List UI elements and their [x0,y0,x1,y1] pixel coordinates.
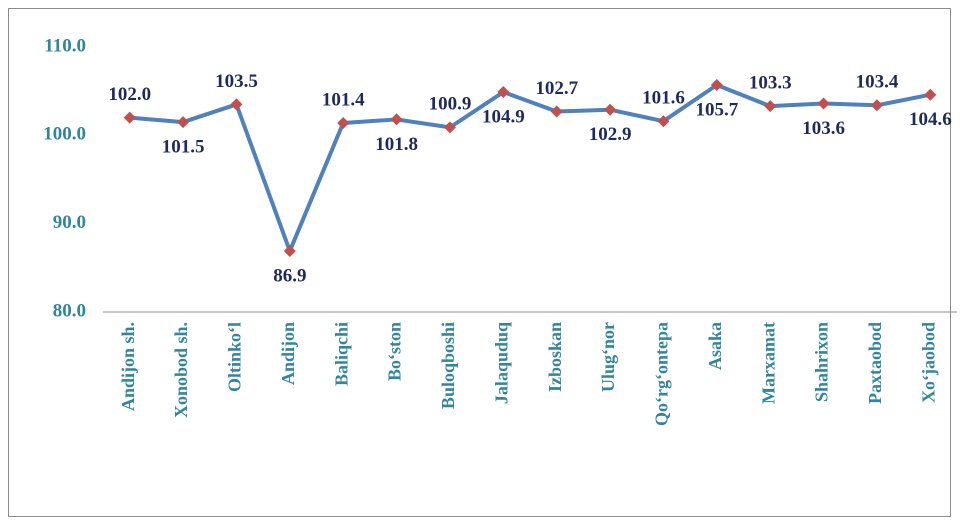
y-tick-label: 90.0 [53,212,86,233]
data-marker [283,245,296,258]
data-marker [870,99,883,112]
data-marker [497,86,510,99]
data-marker [604,103,617,116]
data-label: 103.5 [215,71,258,92]
data-label: 103.3 [749,73,792,94]
data-label: 105.7 [695,99,738,120]
data-marker [177,116,190,129]
x-tick-label: Xo‘jaobod [918,322,938,403]
data-label: 86.9 [273,265,306,286]
x-tick-label: Qo‘rg‘ontepa [652,322,672,426]
chart-border [8,8,951,517]
data-label: 102.7 [535,78,578,99]
x-tick-label: Jalaquduq [491,322,511,404]
x-tick-label: Baliqchi [331,322,351,386]
x-tick-label: Paxtaobod [865,322,885,404]
data-label: 104.6 [909,109,952,130]
x-tick-label: Asaka [705,322,725,370]
data-marker [657,115,670,128]
data-marker [924,88,937,101]
x-tick-label: Andijon [278,322,298,385]
data-label: 102.9 [589,124,632,145]
data-label: 101.5 [162,136,205,157]
x-tick-label: Bo‘ston [385,322,405,381]
data-marker [230,98,243,111]
data-line [129,82,931,254]
x-tick-label: Andijon sh. [118,322,138,411]
data-marker [550,105,563,118]
data-marker [390,113,403,126]
x-tick-label: Xonobod sh. [171,322,191,418]
data-marker [817,97,830,110]
data-marker [443,121,456,134]
y-tick-label: 100.0 [43,124,86,145]
data-label: 101.6 [642,88,685,109]
data-label: 101.8 [375,134,418,155]
x-tick-label: Ulug‘nor [598,322,618,392]
x-tick-label: Izboskan [545,322,565,392]
x-tick-label: Buloqboshi [438,322,458,409]
x-tick-label: Marxamat [758,322,778,404]
data-label: 101.4 [322,89,365,110]
data-label: 102.0 [108,84,151,105]
x-tick-label: Oltinko‘l [225,322,245,392]
data-marker [764,100,777,113]
data-label: 104.9 [482,106,525,127]
data-marker [337,116,350,129]
y-tick-label: 110.0 [44,35,86,56]
x-tick-label: Shahrixon [812,322,832,402]
data-label: 103.4 [856,72,899,93]
data-marker [710,78,723,91]
data-label: 103.6 [802,118,845,139]
data-label: 100.9 [429,94,472,115]
y-tick-label: 80.0 [53,300,86,321]
data-marker [123,111,136,124]
